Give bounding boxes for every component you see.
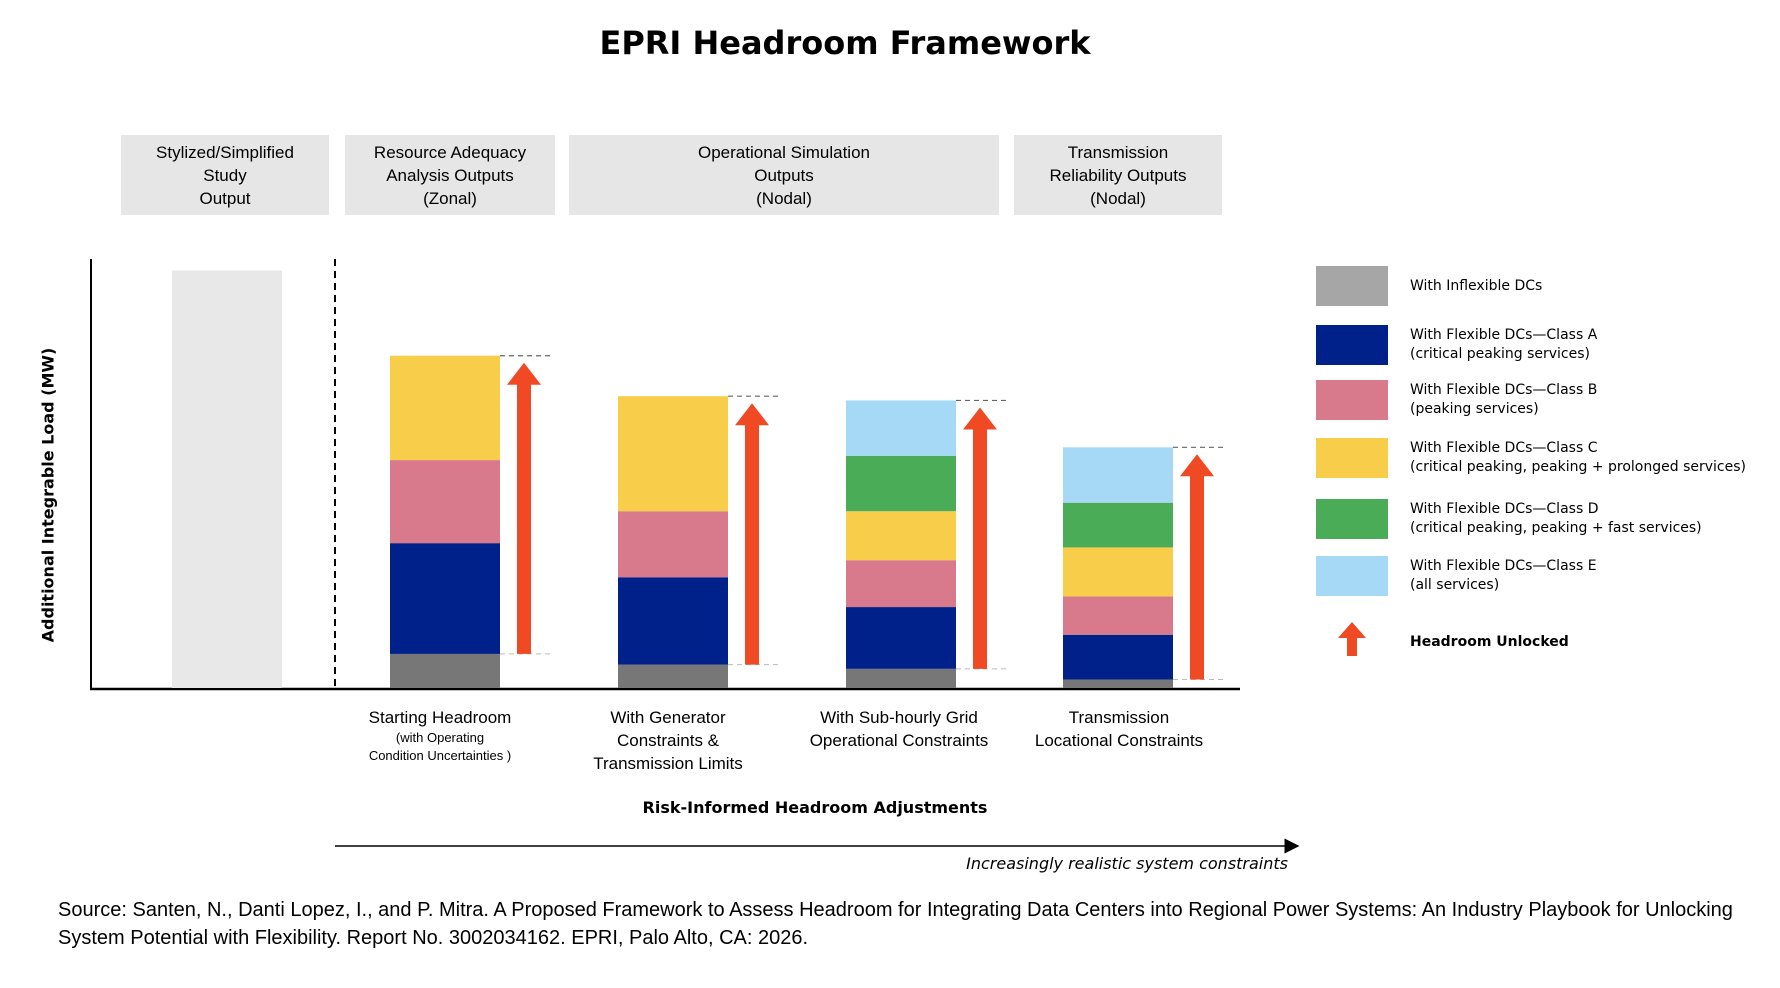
- bar-segment-inflexible: [846, 668, 956, 688]
- header-line: Analysis Outputs: [386, 165, 514, 185]
- legend-label: With Flexible DCs—Class B: [1410, 382, 1598, 398]
- category-label-starting-headroom: Starting Headroom (with Operating Condit…: [330, 706, 550, 765]
- headroom-arrow: [1180, 454, 1214, 680]
- legend-label: Headroom Unlocked: [1410, 633, 1569, 650]
- category-line: Locational Constraints: [1034, 731, 1204, 750]
- chart-title: EPRI Headroom Framework: [599, 24, 1091, 62]
- header-box-transmission-reliability: Transmission Reliability Outputs (Nodal): [1014, 135, 1222, 215]
- bar-segment-class-c: [390, 355, 500, 461]
- header-line: Transmission: [1067, 142, 1169, 162]
- bar-segment-class-a: [846, 607, 956, 669]
- header-box-operational-simulation: Operational Simulation Outputs (Nodal): [569, 135, 999, 215]
- legend-label: With Flexible DCs—Class A: [1410, 327, 1598, 343]
- bar-segment-class-e: [846, 400, 956, 456]
- source-citation: Source: Santen, N., Danti Lopez, I., and…: [58, 899, 1733, 949]
- bar-segment-class-c: [1063, 547, 1173, 597]
- y-axis-label: Additional Integrable Load (MW): [38, 347, 58, 643]
- legend-text: With Flexible DCs—Class C (critical peak…: [1410, 439, 1746, 477]
- header-line: Stylized/Simplified: [156, 142, 294, 162]
- reference-bar: [172, 270, 282, 688]
- bar-segment-class-a: [1063, 634, 1173, 680]
- trend-annotation: Increasingly realistic system constraint…: [966, 854, 1288, 873]
- header-box-resource-adequacy: Resource Adequacy Analysis Outputs (Zona…: [345, 135, 555, 215]
- header-line: Resource Adequacy: [373, 142, 527, 162]
- category-line: Transmission: [1068, 708, 1170, 727]
- bar-segment-class-b: [618, 511, 728, 578]
- legend-item-headroom: Headroom Unlocked: [1316, 622, 1569, 662]
- category-line: With Sub-hourly Grid: [820, 708, 978, 727]
- category-line: With Generator: [610, 708, 726, 727]
- header-line: Operational Simulation: [698, 142, 870, 162]
- bar-segment-class-b: [846, 560, 956, 608]
- bar-segment-inflexible: [1063, 679, 1173, 688]
- header-line: Output: [199, 188, 251, 208]
- bar-segment-class-c: [618, 396, 728, 512]
- category-subline: Condition Uncertainties ): [368, 748, 512, 763]
- category-line: Transmission Limits: [593, 754, 743, 773]
- legend-sub: (critical peaking, peaking + prolonged s…: [1410, 459, 1746, 475]
- header-line: Outputs: [754, 165, 814, 185]
- legend-item-class-d: With Flexible DCs—Class D (critical peak…: [1316, 499, 1702, 539]
- bar-segment-inflexible: [618, 664, 728, 688]
- legend-swatch: [1316, 556, 1388, 596]
- x-axis-label: Risk-Informed Headroom Adjustments: [642, 798, 988, 817]
- legend-item-inflexible: With Inflexible DCs: [1316, 266, 1542, 306]
- legend-sub: (critical peaking services): [1410, 346, 1590, 362]
- legend-sub: (all services): [1410, 577, 1500, 593]
- header-line: Study: [203, 165, 247, 185]
- category-line: Constraints &: [616, 731, 720, 750]
- bar-segment-class-a: [618, 577, 728, 665]
- category-subline: (with Operating: [395, 730, 485, 745]
- legend-swatch: [1316, 266, 1388, 306]
- bar-segment-class-a: [390, 543, 500, 654]
- bar-segment-class-d: [1063, 502, 1173, 548]
- bar-segment-class-b: [390, 460, 500, 544]
- legend-text: With Flexible DCs—Class B (peaking servi…: [1410, 381, 1597, 419]
- header-line: (Nodal): [756, 188, 812, 208]
- header-line: Reliability Outputs: [1049, 165, 1187, 185]
- headroom-arrow: [507, 362, 541, 654]
- header-box-stylized: Stylized/Simplified Study Output: [121, 135, 329, 215]
- legend-sub: (critical peaking, peaking + fast servic…: [1410, 520, 1702, 536]
- bar-segment-inflexible: [390, 653, 500, 688]
- bar-segment-class-b: [1063, 596, 1173, 635]
- category-line: Starting Headroom: [368, 708, 512, 727]
- legend-item-class-b: With Flexible DCs—Class B (peaking servi…: [1316, 380, 1597, 420]
- bar-segment-class-d: [846, 455, 956, 512]
- legend-text: With Flexible DCs—Class A (critical peak…: [1410, 326, 1597, 364]
- legend-sub: (peaking services): [1410, 401, 1539, 417]
- legend-swatch: [1316, 325, 1388, 365]
- category-line: Operational Constraints: [809, 731, 989, 750]
- legend-text: With Flexible DCs—Class D (critical peak…: [1410, 500, 1702, 538]
- legend-swatch: [1316, 380, 1388, 420]
- legend-text: Headroom Unlocked: [1410, 633, 1569, 652]
- legend-label: With Flexible DCs—Class C: [1410, 440, 1598, 456]
- legend-label: With Inflexible DCs: [1410, 277, 1543, 294]
- legend-swatch: [1316, 438, 1388, 478]
- legend-label: With Flexible DCs—Class D: [1410, 501, 1599, 517]
- legend-swatch: [1316, 499, 1388, 539]
- bar-segment-class-c: [846, 511, 956, 561]
- legend-item-class-c: With Flexible DCs—Class C (critical peak…: [1316, 438, 1746, 478]
- headroom-arrow: [735, 403, 769, 665]
- legend-text: With Flexible DCs—Class E (all services): [1410, 557, 1597, 595]
- legend-label: With Flexible DCs—Class E: [1410, 558, 1597, 574]
- arrow-up-icon: [1316, 622, 1388, 662]
- category-label-transmission-locational: Transmission Locational Constraints: [1014, 706, 1224, 752]
- category-label-generator-constraints: With Generator Constraints & Transmissio…: [558, 706, 778, 775]
- category-label-sub-hourly: With Sub-hourly Grid Operational Constra…: [786, 706, 1012, 752]
- legend-item-class-e: With Flexible DCs—Class E (all services): [1316, 556, 1597, 596]
- header-line: (Zonal): [423, 188, 477, 208]
- header-line: (Nodal): [1090, 188, 1146, 208]
- headroom-arrow: [963, 407, 997, 669]
- legend-text: With Inflexible DCs: [1410, 277, 1542, 296]
- bar-segment-class-e: [1063, 447, 1173, 503]
- legend-item-class-a: With Flexible DCs—Class A (critical peak…: [1316, 325, 1597, 365]
